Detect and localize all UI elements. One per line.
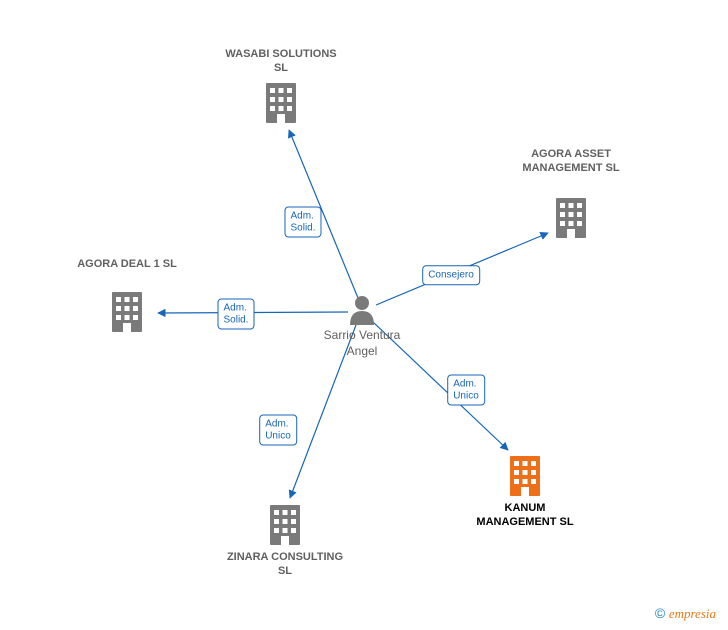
diagram-canvas: Sarrio Ventura Angel WASABI SOLUTIONS SL… (0, 0, 728, 630)
person-icon[interactable] (350, 296, 374, 325)
copyright-symbol: © (655, 605, 665, 621)
building-icon[interactable] (556, 198, 586, 238)
edge-label-wasabi: Adm. Solid. (284, 207, 321, 238)
watermark: © empresia (655, 605, 716, 622)
watermark-brand: empresia (669, 606, 716, 621)
building-icon[interactable] (112, 292, 142, 332)
building-icon[interactable] (266, 83, 296, 123)
building-icon[interactable] (270, 505, 300, 545)
edge-label-agora-asset: Consejero (422, 265, 480, 285)
edge-label-kanum: Adm. Unico (447, 375, 485, 406)
edge-label-agora-deal: Adm. Solid. (217, 299, 254, 330)
edge-label-zinara: Adm. Unico (259, 415, 297, 446)
center-node-label: Sarrio Ventura Angel (322, 328, 402, 359)
node-label-agora-deal[interactable]: AGORA DEAL 1 SL (67, 258, 187, 272)
node-label-kanum[interactable]: KANUM MANAGEMENT SL (465, 502, 585, 530)
diagram-svg (0, 0, 728, 630)
building-icon[interactable] (510, 456, 540, 496)
node-label-zinara[interactable]: ZINARA CONSULTING SL (225, 551, 345, 579)
node-label-agora-asset[interactable]: AGORA ASSET MANAGEMENT SL (511, 148, 631, 176)
node-label-wasabi[interactable]: WASABI SOLUTIONS SL (221, 48, 341, 76)
